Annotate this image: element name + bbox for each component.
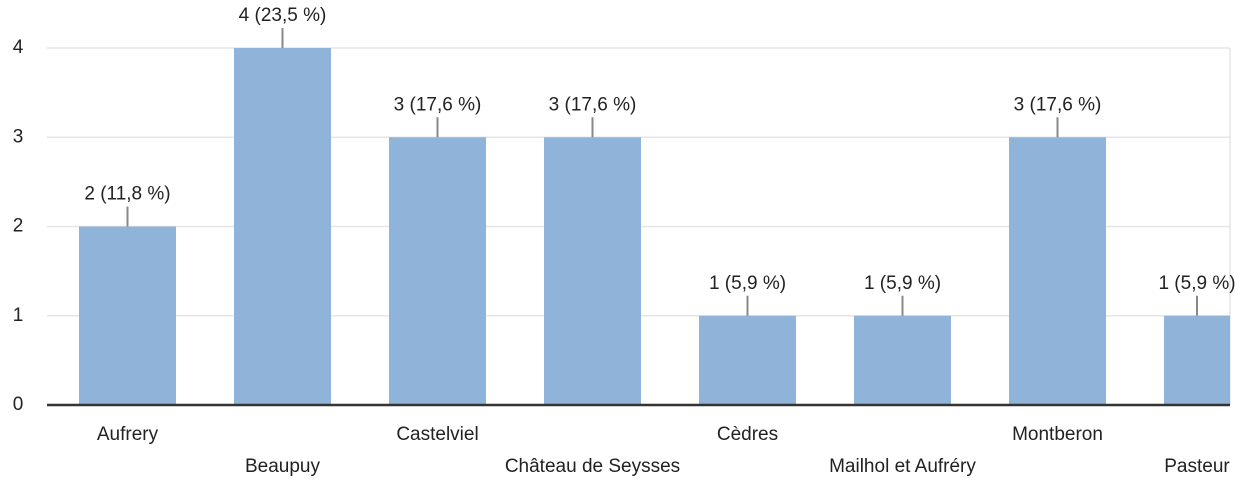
- data-label: 3 (17,6 %): [549, 94, 637, 115]
- data-label: 3 (17,6 %): [394, 94, 482, 115]
- bar: [699, 315, 796, 405]
- data-label: 1 (5,9 %): [1158, 273, 1235, 294]
- x-tick-label: Cèdres: [717, 424, 778, 445]
- y-tick-label: 4: [13, 37, 24, 58]
- data-label: 2 (11,8 %): [84, 184, 170, 205]
- data-label: 4 (23,5 %): [239, 5, 327, 26]
- bars: [79, 48, 1230, 405]
- bar: [854, 315, 951, 405]
- x-tick-label: Aufrery: [97, 424, 159, 445]
- bar: [79, 226, 176, 405]
- x-tick-label: Montberon: [1012, 424, 1103, 445]
- bar: [1164, 315, 1230, 405]
- data-label: 1 (5,9 %): [709, 273, 786, 294]
- x-tick-label: Pasteur: [1164, 456, 1230, 477]
- data-label: 1 (5,9 %): [864, 273, 941, 294]
- data-label: 3 (17,6 %): [1014, 94, 1102, 115]
- y-tick-label: 0: [13, 394, 24, 415]
- x-tick-label: Mailhol et Aufréry: [829, 456, 976, 477]
- bar: [389, 137, 486, 405]
- x-tick-label: Château de Seysses: [505, 456, 680, 477]
- x-tick-label: Castelviel: [396, 424, 478, 445]
- bar: [544, 137, 641, 405]
- labels: 0 1 2 3 4 2 (11,8 %) Aufrery 4 (23,5 %) Beaupuy 3…: [13, 5, 1236, 477]
- y-tick-label: 1: [13, 305, 24, 326]
- x-tick-label: Beaupuy: [245, 456, 321, 477]
- bar: [234, 48, 331, 405]
- y-tick-label: 2: [13, 216, 24, 237]
- bar: [1009, 137, 1106, 405]
- y-tick-label: 3: [13, 126, 24, 147]
